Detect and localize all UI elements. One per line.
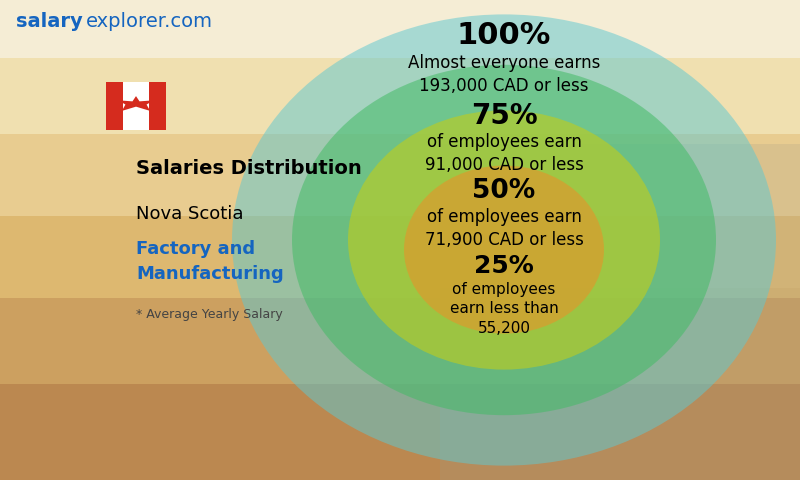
Bar bbox=[106, 82, 166, 130]
Polygon shape bbox=[118, 96, 154, 111]
Bar bbox=[0, 216, 800, 298]
Ellipse shape bbox=[292, 65, 716, 415]
Text: 25%: 25% bbox=[474, 254, 534, 278]
Text: 100%: 100% bbox=[457, 22, 551, 50]
Bar bbox=[106, 82, 123, 130]
Bar bbox=[0, 0, 800, 58]
Text: 50%: 50% bbox=[472, 178, 536, 204]
Text: of employees earn
91,000 CAD or less: of employees earn 91,000 CAD or less bbox=[425, 133, 583, 174]
Text: salary: salary bbox=[16, 12, 82, 31]
Ellipse shape bbox=[348, 110, 660, 370]
Text: Salaries Distribution: Salaries Distribution bbox=[136, 158, 362, 178]
Bar bbox=[0, 134, 800, 216]
Bar bbox=[150, 82, 166, 130]
Text: of employees earn
71,900 CAD or less: of employees earn 71,900 CAD or less bbox=[425, 208, 583, 249]
Bar bbox=[0, 298, 800, 384]
Text: * Average Yearly Salary: * Average Yearly Salary bbox=[136, 308, 282, 321]
Text: Almost everyone earns
193,000 CAD or less: Almost everyone earns 193,000 CAD or les… bbox=[408, 54, 600, 95]
Bar bbox=[0, 384, 800, 480]
Ellipse shape bbox=[404, 166, 604, 334]
Bar bbox=[0, 58, 800, 134]
Text: Nova Scotia: Nova Scotia bbox=[136, 204, 243, 223]
Text: Factory and
Manufacturing: Factory and Manufacturing bbox=[136, 240, 284, 283]
Bar bbox=[440, 144, 800, 288]
Text: of employees
earn less than
55,200: of employees earn less than 55,200 bbox=[450, 282, 558, 336]
Bar bbox=[0, 0, 800, 43]
Bar bbox=[440, 288, 800, 480]
Text: explorer.com: explorer.com bbox=[86, 12, 213, 31]
Ellipse shape bbox=[232, 14, 776, 466]
Text: 75%: 75% bbox=[470, 102, 538, 130]
